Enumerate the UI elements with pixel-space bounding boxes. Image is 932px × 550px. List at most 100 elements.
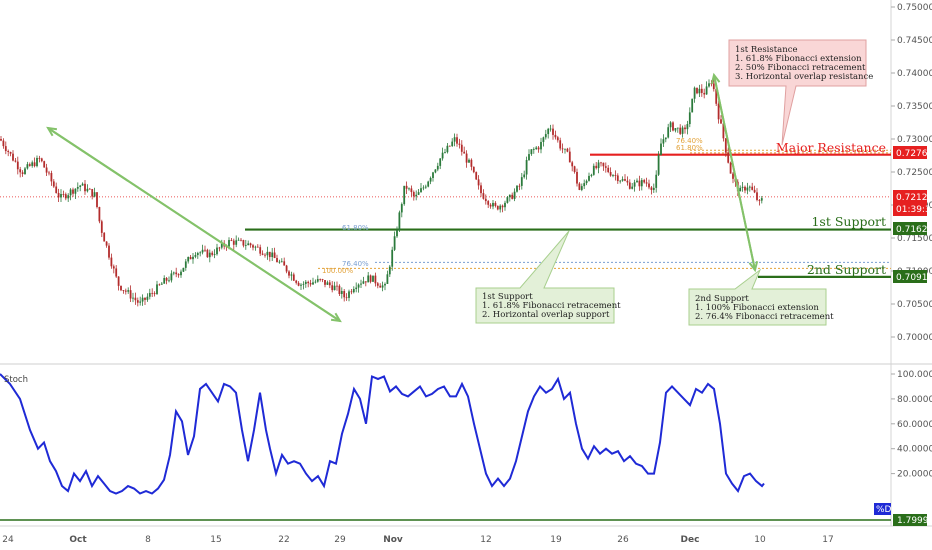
support1-title: 1st Support: [482, 292, 533, 302]
candle-body: [472, 166, 475, 173]
candle-body: [660, 143, 662, 156]
candle-body: [475, 172, 478, 180]
candle-body: [417, 192, 420, 195]
candle-body: [436, 165, 439, 170]
candle-body: [657, 155, 660, 175]
candle-body: [196, 253, 199, 256]
candle-body: [621, 179, 624, 181]
candle-body: [60, 194, 62, 198]
candle-body: [88, 188, 91, 190]
candle-body: [38, 157, 41, 159]
resistance-line-2: 2. 50% Fibonacci retracement: [735, 63, 866, 73]
candle-body: [681, 127, 684, 134]
candle-body: [103, 232, 106, 242]
current-price: 0.72123: [896, 193, 932, 203]
x-tick-label: 10: [754, 535, 766, 545]
candle-body: [340, 291, 343, 295]
candle-body: [444, 152, 446, 153]
candle-body: [129, 290, 132, 299]
candle-body: [86, 188, 89, 192]
candle-body: [324, 280, 326, 285]
candle-body: [482, 193, 485, 199]
candle-body: [235, 240, 238, 245]
candle-body: [520, 177, 523, 186]
candle-body: [748, 186, 751, 188]
candle-body: [93, 192, 96, 197]
candle-body: [384, 283, 386, 286]
candle-body: [537, 147, 540, 150]
candle-body: [45, 167, 48, 173]
candle-body: [561, 148, 564, 150]
candle-body: [456, 137, 458, 144]
candle-body: [424, 186, 427, 188]
candle-body: [715, 89, 718, 104]
candle-body: [432, 172, 434, 178]
stoch-title: Stoch: [4, 375, 28, 385]
candle-body: [345, 297, 348, 299]
candle-body: [326, 282, 329, 285]
candle-body: [700, 88, 703, 93]
candle-body: [523, 174, 526, 178]
candle-body: [566, 148, 569, 152]
candle-body: [516, 185, 518, 192]
candle-body: [120, 285, 122, 291]
candle-body: [578, 183, 581, 190]
candle-body: [554, 134, 557, 138]
candle-body: [237, 239, 240, 241]
candle-body: [213, 254, 216, 255]
candle-body: [415, 194, 418, 197]
candle-body: [352, 289, 355, 293]
candle-body: [614, 175, 617, 176]
candle-body: [708, 83, 710, 87]
candle-body: [477, 179, 480, 186]
candle-body: [292, 274, 295, 281]
candle-body: [674, 128, 677, 131]
candle-body: [388, 266, 391, 275]
candle-body: [655, 174, 658, 188]
candle-body: [492, 202, 494, 207]
svg-text:1.7999: 1.7999: [897, 516, 929, 526]
y-tick-label: 0.71500: [897, 234, 932, 244]
candle-body: [460, 144, 463, 152]
candle-body: [204, 249, 206, 251]
fib-arrows: [46, 72, 759, 323]
candle-body: [201, 249, 204, 253]
candle-body: [760, 198, 763, 201]
candle-body: [664, 137, 667, 140]
candle-body: [50, 173, 53, 182]
candle-body: [451, 141, 454, 146]
candle-body: [48, 172, 50, 174]
resistance-line-1: 1. 61.8% Fibonacci extension: [735, 54, 862, 64]
candle-body: [684, 127, 686, 130]
candle-body: [588, 175, 590, 181]
candle-body: [463, 151, 466, 154]
x-tick-label: 29: [334, 535, 346, 545]
candle-body: [571, 162, 574, 167]
candle-body: [148, 292, 151, 297]
resistance-title: 1st Resistance: [735, 45, 798, 55]
candle-body: [501, 205, 504, 208]
x-tick-label: Nov: [383, 535, 403, 545]
candle-body: [132, 297, 134, 299]
candle-body: [105, 241, 108, 246]
candle-body: [117, 276, 120, 286]
candle-body: [386, 274, 389, 284]
candle-body: [295, 280, 298, 283]
support1-callout: 1st Support 1. 61.8% Fibonacci retraceme…: [475, 230, 621, 324]
candle-body: [722, 123, 725, 139]
candle-body: [693, 87, 696, 99]
candle-body: [420, 188, 422, 193]
candle-body: [355, 287, 358, 290]
y-tick-label: 0.74000: [897, 69, 932, 79]
candle-body: [628, 182, 631, 189]
candle-body: [672, 122, 674, 131]
x-tick-label: 17: [822, 535, 833, 545]
candle-body: [319, 279, 322, 280]
candle-body: [84, 183, 86, 192]
candle-body: [427, 181, 430, 187]
candle-body: [19, 169, 22, 173]
candle-body: [544, 134, 547, 138]
candle-body: [228, 240, 230, 247]
candle-body: [158, 284, 161, 286]
candle-body: [208, 252, 211, 258]
